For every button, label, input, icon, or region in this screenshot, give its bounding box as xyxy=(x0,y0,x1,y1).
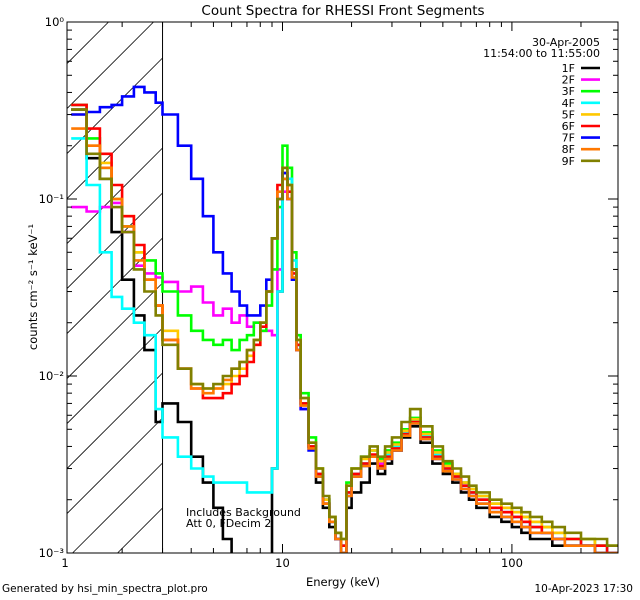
y-axis-label: counts cm⁻² s⁻¹ keV⁻¹ xyxy=(26,224,40,350)
y-tick-label: 10⁻² xyxy=(39,369,64,383)
series-line-2F xyxy=(71,190,618,553)
series-line-8F xyxy=(71,127,618,553)
attenuator-hatch-region xyxy=(66,21,164,554)
legend-label-9F: 9F xyxy=(562,155,575,168)
legend-label-5F: 5F xyxy=(562,108,575,121)
hatch-line xyxy=(66,372,163,469)
footer-generated-by: Generated by hsi_min_spectra_plot.pro xyxy=(2,583,208,595)
legend-label-8F: 8F xyxy=(562,143,575,156)
date-label: 30-Apr-2005 xyxy=(532,36,600,49)
x-tick-label: 100 xyxy=(501,556,523,570)
hatch-line xyxy=(66,147,163,244)
footer-timestamp: 10-Apr-2023 17:30 xyxy=(534,583,633,595)
hatch-line xyxy=(66,327,163,424)
series-line-6F xyxy=(71,103,618,553)
hatch-line xyxy=(66,21,154,109)
hatch-line xyxy=(66,102,163,199)
legend-label-1F: 1F xyxy=(562,62,575,75)
hatch-line xyxy=(66,192,163,289)
x-tick-label: 1 xyxy=(61,556,68,570)
x-tick-label: 10 xyxy=(275,556,290,570)
series-layer xyxy=(71,85,618,553)
hatch-line xyxy=(66,21,109,64)
legend-label-2F: 2F xyxy=(562,74,575,87)
series-line-3F xyxy=(71,103,618,547)
series-line-4F xyxy=(71,137,618,553)
legend-label-4F: 4F xyxy=(562,97,575,110)
annotation-attenuator: Att 0, FDecim 2 xyxy=(186,517,271,530)
axes: 1 10 100 10⁻³ 10⁻² 10⁻¹ 10⁰ xyxy=(39,15,618,570)
time-range-label: 11:54:00 to 11:55:00 xyxy=(483,47,600,60)
annotation-background: Includes Background xyxy=(186,506,301,519)
hatch-line xyxy=(117,507,163,554)
hatch-line xyxy=(66,417,163,514)
plot-frame xyxy=(66,21,619,554)
y-tick-label: 10⁻³ xyxy=(39,546,65,560)
series-line-5F xyxy=(71,113,618,547)
hatch-line xyxy=(66,237,163,334)
hatch-line xyxy=(72,462,163,554)
x-axis-label: Energy (keV) xyxy=(306,575,380,589)
legend-label-7F: 7F xyxy=(562,132,575,145)
legend-label-6F: 6F xyxy=(562,120,575,133)
legend-label-3F: 3F xyxy=(562,85,575,98)
hatch-line xyxy=(66,282,163,379)
y-tick-label: 10⁰ xyxy=(45,15,65,29)
y-tick-label: 10⁻¹ xyxy=(39,192,64,206)
chart-title: Count Spectra for RHESSI Front Segments xyxy=(201,3,484,19)
series-line-9F xyxy=(71,108,618,547)
